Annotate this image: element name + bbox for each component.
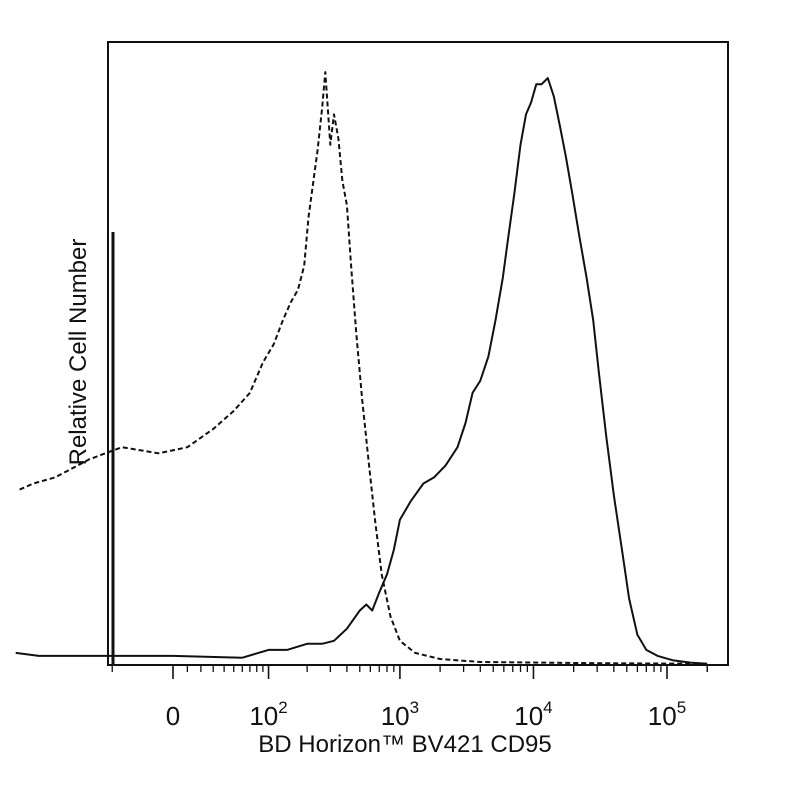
plot-frame (107, 41, 729, 666)
x-tick-label: 104 (514, 698, 552, 731)
major-ticks (172, 665, 668, 679)
series-layer (15, 71, 708, 665)
x-tick-label: 0 (166, 701, 180, 731)
x-tick-labels: 0 102 103 104 105 (166, 698, 686, 731)
y-axis-label: Relative Cell Number (65, 239, 92, 466)
minor-ticks (111, 665, 708, 672)
x-tick-label: 103 (381, 698, 419, 731)
x-axis-label: BD Horizon™ BV421 CD95 (258, 731, 551, 758)
x-tick-label: 102 (249, 698, 287, 731)
x-tick-label: 105 (648, 698, 686, 731)
solid-histogram-line (15, 77, 708, 665)
dashed-histogram-line (19, 71, 708, 665)
plot-area (107, 41, 729, 666)
